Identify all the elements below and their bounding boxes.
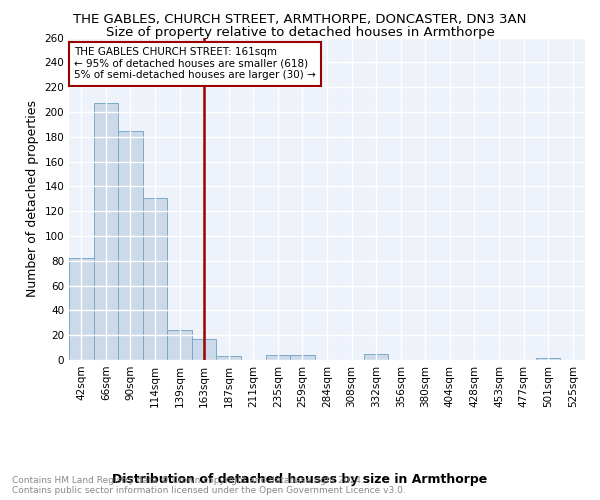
Text: Size of property relative to detached houses in Armthorpe: Size of property relative to detached ho…	[106, 26, 494, 39]
Y-axis label: Number of detached properties: Number of detached properties	[26, 100, 39, 297]
Text: Distribution of detached houses by size in Armthorpe: Distribution of detached houses by size …	[112, 472, 488, 486]
Bar	[167, 330, 192, 360]
Text: THE GABLES, CHURCH STREET, ARMTHORPE, DONCASTER, DN3 3AN: THE GABLES, CHURCH STREET, ARMTHORPE, DO…	[73, 12, 527, 26]
Bar	[69, 258, 94, 360]
Bar	[118, 130, 143, 360]
Bar	[290, 355, 315, 360]
Bar	[266, 355, 290, 360]
Bar	[536, 358, 560, 360]
Bar	[217, 356, 241, 360]
Bar	[143, 198, 167, 360]
Text: THE GABLES CHURCH STREET: 161sqm
← 95% of detached houses are smaller (618)
5% o: THE GABLES CHURCH STREET: 161sqm ← 95% o…	[74, 47, 316, 80]
Bar	[192, 339, 217, 360]
Text: Contains HM Land Registry data © Crown copyright and database right 2024.
Contai: Contains HM Land Registry data © Crown c…	[12, 476, 406, 495]
Bar	[364, 354, 388, 360]
Bar	[94, 103, 118, 360]
